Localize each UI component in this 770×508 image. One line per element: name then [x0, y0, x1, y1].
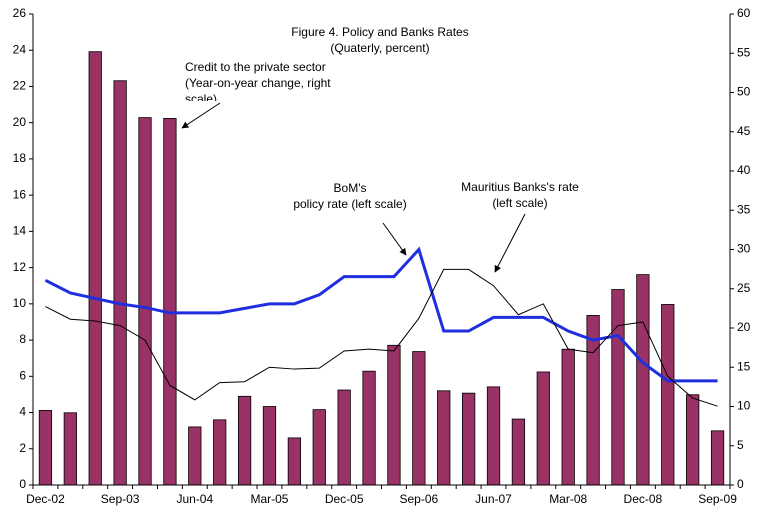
bar: [561, 348, 575, 486]
x-tick-label: Sep-09: [698, 492, 737, 506]
y-tick-label: 18: [13, 151, 27, 165]
bar: [38, 410, 53, 486]
y-tick-label: 24: [13, 42, 27, 56]
bar: [710, 430, 725, 486]
bar: [437, 390, 451, 486]
y-tick-label: 6: [19, 368, 26, 382]
bar: [312, 409, 326, 486]
bar: [362, 370, 376, 486]
bar: [88, 51, 102, 486]
y2-tick-label: 20: [737, 320, 751, 334]
bar: [113, 80, 127, 486]
bar: [387, 344, 401, 486]
y-tick-label: 12: [13, 260, 27, 274]
y2-tick-label: 30: [737, 242, 751, 256]
x-tick-label: Mar-05: [250, 492, 288, 506]
bar: [138, 117, 152, 486]
x-tick-label: Dec-02: [26, 492, 65, 506]
bar: [262, 406, 277, 486]
arrow: [494, 213, 526, 273]
y2-tick-label: 60: [737, 6, 751, 20]
bar: [536, 371, 550, 486]
x-tick-label: Sep-06: [399, 492, 438, 506]
plot-area: [38, 51, 725, 486]
annotation-text: BoM's: [334, 181, 367, 195]
y-tick-label: 4: [19, 405, 26, 419]
bar: [287, 437, 301, 486]
bar: [188, 426, 202, 486]
line: [45, 268, 718, 407]
y-tick-label: 16: [13, 187, 27, 201]
bar: [337, 389, 351, 486]
annotation-text: (Year-on-year change, right: [185, 76, 331, 90]
bar: [213, 419, 227, 486]
annotations: Credit to the private sector (Year-on-yea…: [185, 60, 579, 211]
line: [44, 246, 718, 383]
x-tick-label: Dec-05: [325, 492, 364, 506]
bar: [636, 274, 650, 486]
chart-title: Figure 4. Policy and Banks Rates: [291, 25, 468, 39]
y2-tick-label: 5: [737, 438, 744, 452]
bar: [412, 351, 426, 486]
y-tick-label: 8: [19, 332, 26, 346]
y2-tick-label: 35: [737, 202, 751, 216]
arrow: [181, 102, 221, 129]
y-tick-label: 10: [13, 296, 27, 310]
bar: [661, 304, 675, 486]
y2-tick-label: 55: [737, 45, 751, 59]
y2-tick-label: 50: [737, 85, 751, 99]
y-tick-label: 22: [13, 79, 27, 93]
x-tick-label: Sep-03: [101, 492, 140, 506]
y2-tick-label: 10: [737, 399, 751, 413]
y2-tick-label: 0: [737, 477, 744, 491]
y-tick-label: 14: [13, 224, 27, 238]
y-tick-label: 26: [13, 6, 27, 20]
y2-tick-label: 45: [737, 124, 751, 138]
y-tick-label: 0: [19, 477, 26, 491]
annotation: Credit to the private sector (Year-on-yea…: [185, 60, 331, 106]
y-tick-label: 2: [19, 441, 26, 455]
annotation-text: policy rate (left scale): [293, 197, 406, 211]
annotation-text: (left scale): [492, 196, 547, 210]
annotation-text: Mauritius Banks's rate: [461, 180, 579, 194]
bar: [486, 386, 501, 486]
chart-title: (Quaterly, percent): [330, 41, 429, 55]
arrow: [382, 222, 407, 256]
annotation-text: Credit to the private sector: [185, 60, 326, 74]
bar: [511, 418, 526, 486]
x-tick-label: Jun-07: [475, 492, 512, 506]
bar: [611, 289, 625, 486]
y2-tick-label: 15: [737, 359, 751, 373]
x-tick-label: Mar-08: [549, 492, 587, 506]
bar: [63, 412, 77, 486]
x-tick-label: Jun-04: [176, 492, 213, 506]
annotation: Mauritius Banks's rate (left scale): [461, 180, 579, 210]
x-tick-label: Dec-08: [624, 492, 663, 506]
bar: [686, 394, 700, 486]
annotation-text: scale): [185, 92, 217, 106]
annotation: BoM's policy rate (left scale): [293, 181, 406, 211]
y-tick-label: 20: [13, 115, 27, 129]
y2-tick-label: 40: [737, 163, 751, 177]
bar: [462, 392, 476, 486]
bar: [163, 118, 177, 486]
bar: [237, 395, 252, 486]
y2-tick-label: 25: [737, 281, 751, 295]
